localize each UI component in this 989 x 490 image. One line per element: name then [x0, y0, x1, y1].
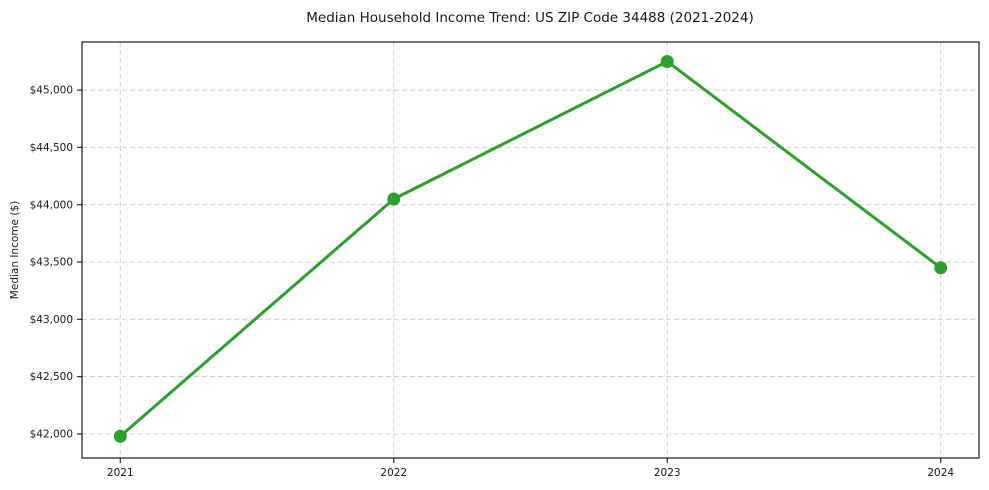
- y-tick-label: $42,500: [30, 371, 73, 383]
- y-axis-label: Median Income ($): [9, 201, 21, 299]
- x-tick-label: 2023: [654, 467, 681, 479]
- data-point: [934, 261, 948, 275]
- x-tick-label: 2021: [107, 467, 134, 479]
- trend-line: [118, 59, 943, 438]
- grid-layer: [82, 42, 979, 458]
- tick-layer: $42,000 $42,500 $43,000 $43,500 $44,000 $44,5…: [30, 85, 955, 479]
- data-point: [387, 192, 401, 206]
- y-tick-label: $44,500: [30, 142, 73, 154]
- series-layer: [113, 54, 948, 443]
- x-tick-label: 2024: [927, 467, 954, 479]
- y-tick-label: $42,000: [30, 429, 73, 441]
- data-point: [113, 429, 127, 443]
- chart-title: Median Household Income Trend: US ZIP Co…: [306, 10, 754, 26]
- x-tick-label: 2022: [380, 467, 407, 479]
- y-tick-label: $44,000: [30, 199, 73, 211]
- y-tick-label: $43,000: [30, 314, 73, 326]
- plot-border: [81, 41, 980, 459]
- y-tick-label: $43,500: [30, 257, 73, 269]
- y-tick-label: $45,000: [30, 85, 73, 97]
- data-point: [660, 54, 674, 68]
